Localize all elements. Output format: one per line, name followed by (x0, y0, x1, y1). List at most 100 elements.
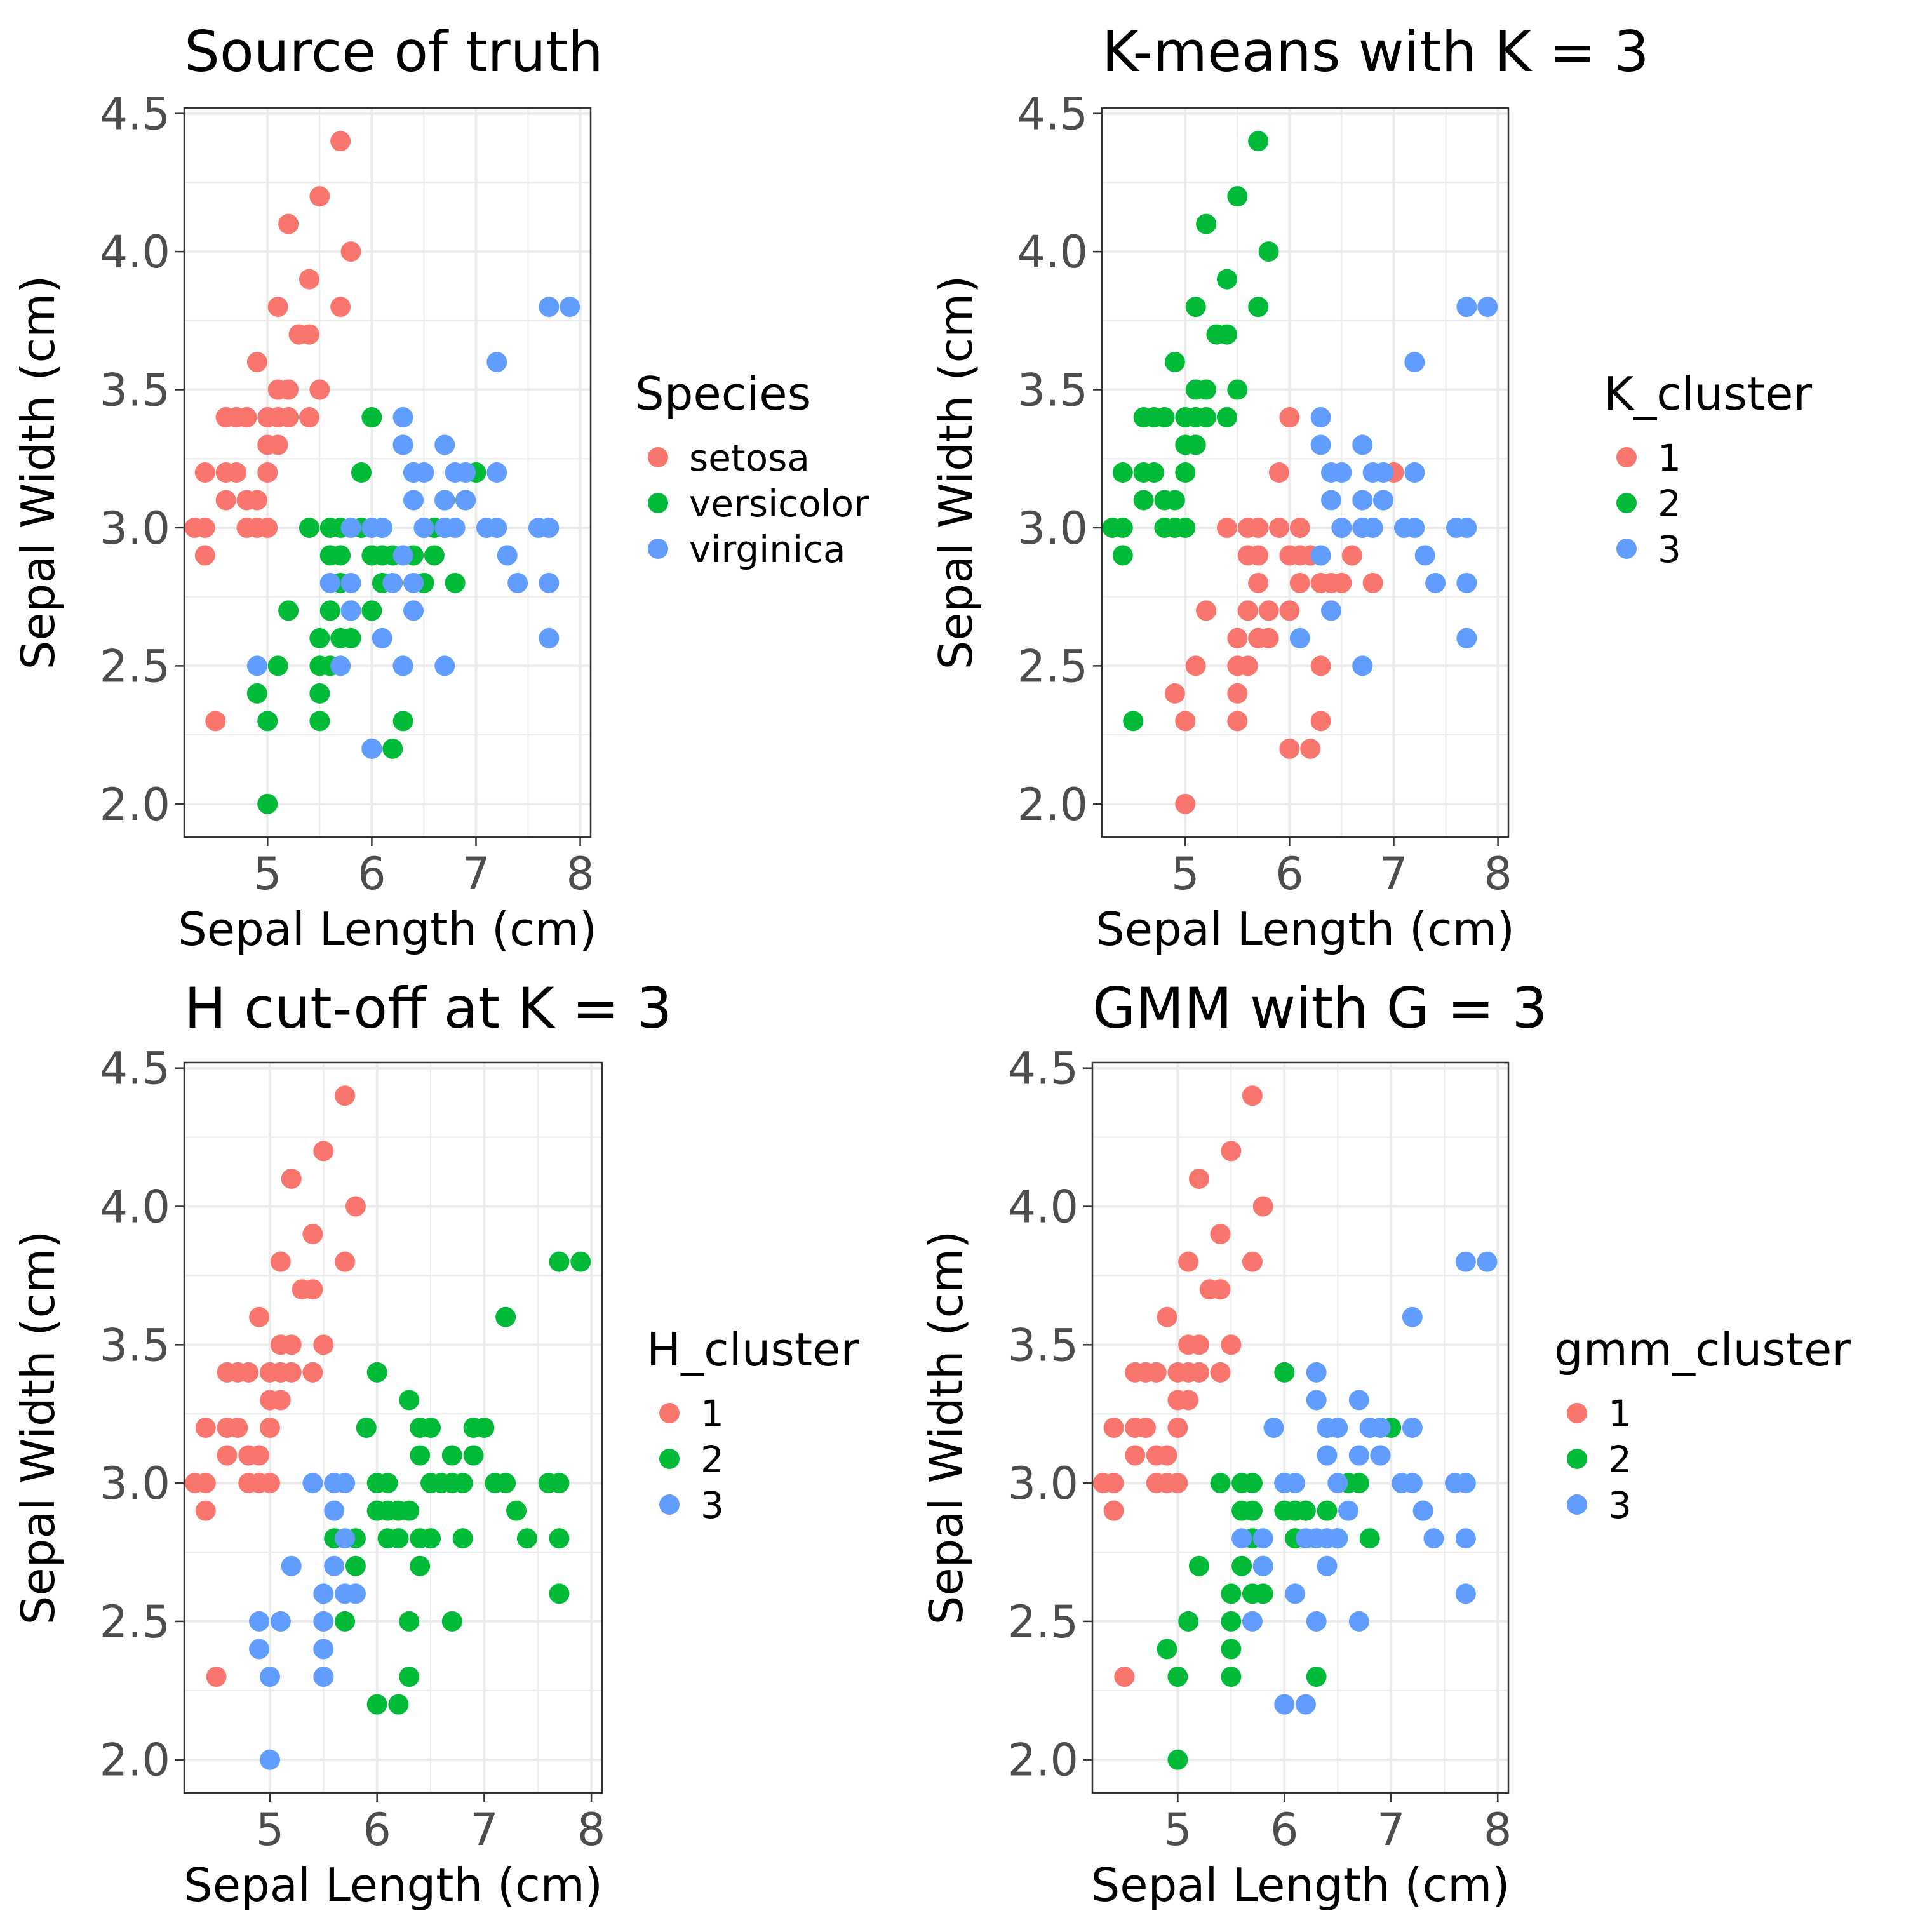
data-point (1362, 517, 1383, 538)
data-point (1268, 462, 1289, 483)
data-point (1114, 1667, 1135, 1687)
data-point (281, 1362, 302, 1383)
data-point (278, 407, 299, 428)
data-point (1210, 1362, 1231, 1383)
legend-key (648, 493, 668, 513)
x-tick-label: 8 (577, 1804, 606, 1856)
legend: K_cluster 123 (1604, 367, 1812, 571)
data-point (399, 1390, 420, 1411)
legend-title: Species (635, 367, 811, 420)
data-point (1258, 600, 1279, 621)
x-axis-title: Sepal Length (cm) (1091, 1858, 1510, 1912)
data-point (194, 462, 215, 483)
data-point (1327, 1473, 1348, 1494)
y-tick-label: 3.5 (1008, 1319, 1078, 1371)
y-axis-title: Sepal Width (cm) (11, 276, 65, 670)
data-point (1455, 1251, 1476, 1272)
legend-key (1567, 1494, 1587, 1515)
data-point (1456, 627, 1477, 648)
data-point (455, 490, 476, 511)
data-point (270, 1611, 291, 1632)
plot-frame (1091, 1061, 1510, 1794)
data-point (1425, 572, 1446, 593)
legend: gmm_cluster 123 (1554, 1323, 1851, 1527)
data-point (330, 131, 351, 152)
data-point (1157, 1639, 1177, 1660)
data-point (1125, 1445, 1146, 1466)
data-point (1289, 572, 1310, 593)
data-point (434, 655, 455, 676)
data-point (1248, 572, 1269, 593)
data-point (195, 1473, 216, 1494)
data-point (1167, 1749, 1188, 1770)
legend-key (659, 1449, 680, 1469)
data-point (420, 1418, 441, 1438)
data-point (330, 545, 351, 566)
data-point (1221, 1583, 1242, 1604)
data-point (1373, 462, 1394, 483)
data-point (236, 407, 257, 428)
legend-label: 3 (1608, 1484, 1632, 1527)
data-point (434, 490, 455, 511)
data-point (1455, 1473, 1476, 1494)
data-point (1373, 490, 1394, 511)
data-point (330, 655, 351, 676)
data-point (570, 1251, 591, 1272)
data-point (313, 1611, 334, 1632)
data-point (1167, 1667, 1188, 1687)
plot-frame (183, 1061, 603, 1794)
y-tick-label: 4.5 (1008, 1043, 1078, 1095)
x-axis-title: Sepal Length (cm) (184, 1858, 603, 1912)
data-point (1306, 1362, 1327, 1383)
data-point (1221, 1639, 1242, 1660)
chart-panel-4: 5 6 7 8 2.0 2.5 3.0 3.5 4.0 4.5 GMM with G = 3 Sepa… (920, 976, 1851, 1912)
legend-key (648, 447, 668, 467)
data-point (1310, 434, 1331, 455)
data-point (1456, 297, 1477, 318)
data-point (195, 1500, 216, 1521)
x-tick-label: 8 (566, 848, 594, 900)
data-point (246, 683, 267, 704)
data-point (1327, 1528, 1348, 1549)
data-point (1348, 1390, 1369, 1411)
data-point (1456, 517, 1477, 538)
legend-label: 1 (1658, 436, 1681, 480)
data-point (249, 1639, 270, 1660)
data-point (441, 1445, 462, 1466)
chart-title: K-means with K = 3 (1102, 19, 1649, 84)
data-point (1196, 600, 1217, 621)
legend-key (1616, 493, 1637, 513)
data-point (205, 711, 226, 732)
data-point (486, 517, 507, 538)
data-point (392, 655, 413, 676)
y-axis-title: Sepal Width (cm) (920, 1231, 973, 1625)
data-point (1327, 1418, 1348, 1438)
series-1 (1092, 1085, 1273, 1687)
data-point (302, 1473, 323, 1494)
series-3 (249, 1473, 366, 1770)
data-point (516, 1528, 537, 1549)
data-point (1263, 1418, 1284, 1438)
data-point (1157, 1445, 1177, 1466)
series-1 (184, 1085, 366, 1687)
data-point (495, 1473, 516, 1494)
data-point (1310, 545, 1331, 566)
data-point (1404, 462, 1425, 483)
data-point (1252, 1528, 1273, 1549)
data-point (257, 793, 278, 814)
x-tick-label: 6 (1270, 1804, 1299, 1856)
data-point (1242, 1611, 1263, 1632)
series-2 (1157, 1362, 1402, 1770)
data-point (194, 517, 215, 538)
legend-key (1616, 539, 1637, 559)
x-tick-label: 7 (462, 848, 490, 900)
data-point (1210, 1473, 1231, 1494)
y-tick-label: 2.0 (1008, 1734, 1078, 1787)
data-point (1274, 1694, 1295, 1715)
data-point (345, 1196, 366, 1217)
data-point (267, 297, 288, 318)
data-point (1196, 213, 1217, 234)
data-point (455, 462, 476, 483)
